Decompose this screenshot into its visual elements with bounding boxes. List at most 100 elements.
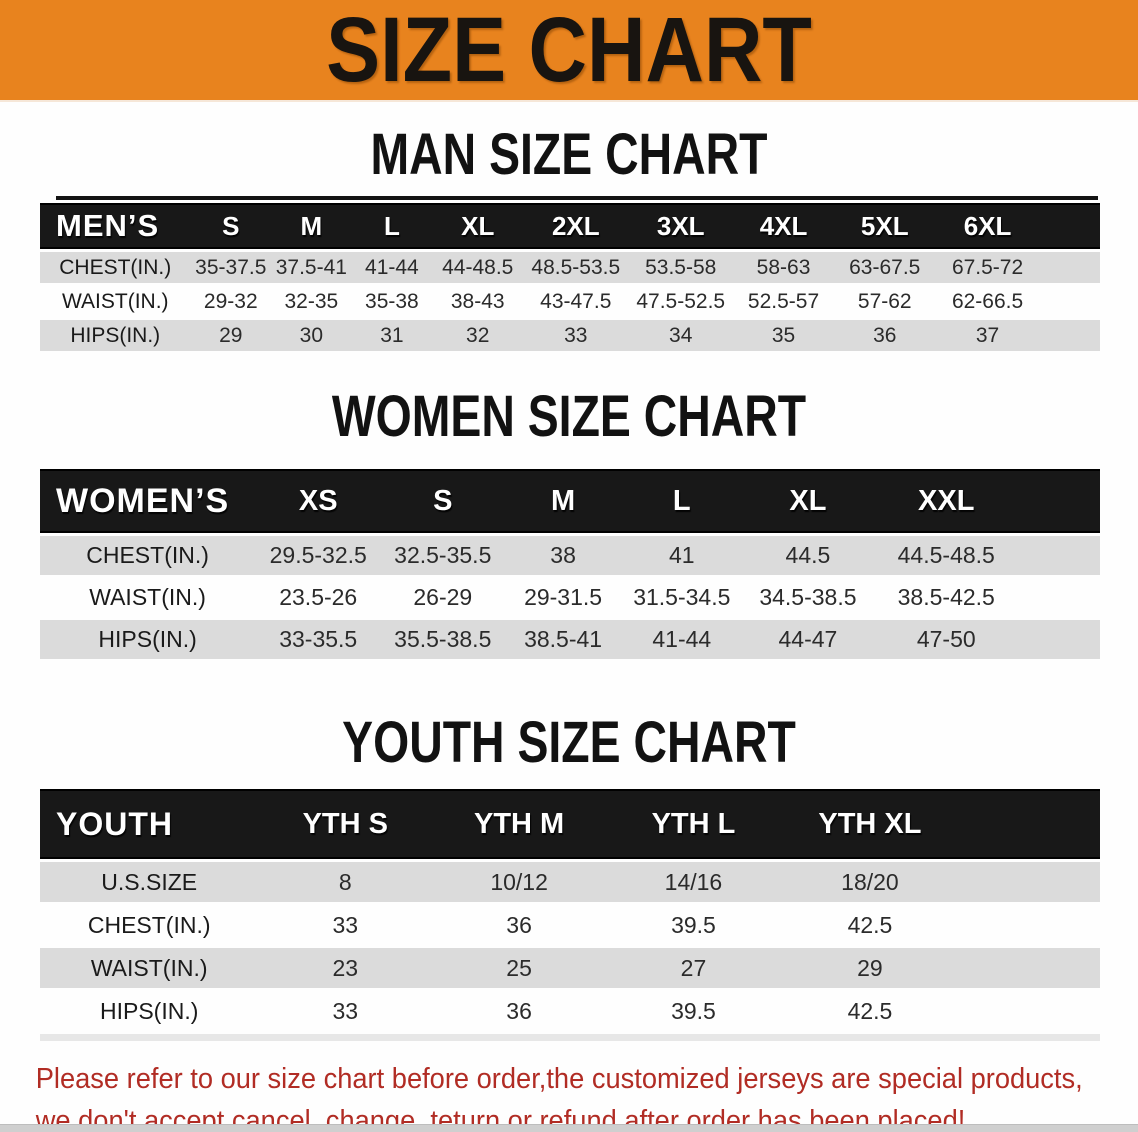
cell: 35-38 (351, 286, 433, 317)
row-label: WAIST(IN.) (40, 286, 191, 317)
men-col-header: 3XL (628, 203, 734, 249)
cell: 47.5-52.5 (628, 286, 734, 317)
women-hips-row: HIPS(IN.) 33-35.5 35.5-38.5 38.5-41 41-4… (40, 620, 1100, 659)
cell: 44-48.5 (432, 252, 524, 283)
cell: 10/12 (432, 862, 607, 902)
row-label: CHEST(IN.) (40, 252, 191, 283)
cell: 52.5-57 (733, 286, 834, 317)
youth-hips-row: HIPS(IN.) 33 36 39.5 42.5 (40, 991, 1100, 1031)
youth-col-header: YTH XL (780, 789, 959, 859)
cell: 41-44 (351, 252, 433, 283)
row-spacer (1018, 578, 1100, 617)
cell: 39.5 (606, 905, 781, 945)
cell: 30 (271, 320, 352, 351)
cell: 8 (258, 862, 433, 902)
cell: 48.5-53.5 (523, 252, 629, 283)
youth-size-table: YOUTH YTH S YTH M YTH L YTH XL U.S.SIZE … (40, 786, 1100, 1034)
header-spacer (1039, 203, 1100, 249)
row-label: HIPS(IN.) (40, 320, 191, 351)
women-col-header: XS (255, 469, 382, 533)
cell: 33 (523, 320, 629, 351)
cell: 63-67.5 (833, 252, 936, 283)
men-col-header: L (351, 203, 433, 249)
men-hips-row: HIPS(IN.) 29 30 31 32 33 34 35 36 37 (40, 320, 1100, 351)
page-bottom-strip (0, 1124, 1138, 1132)
cell: 34 (628, 320, 734, 351)
youth-table-label: YOUTH (40, 789, 259, 859)
men-col-header: 5XL (833, 203, 936, 249)
cell: 38 (504, 536, 622, 575)
cell: 38.5-42.5 (874, 578, 1019, 617)
row-spacer (1039, 320, 1100, 351)
youth-ussize-row: U.S.SIZE 8 10/12 14/16 18/20 (40, 862, 1100, 902)
row-spacer (958, 862, 1100, 902)
cell: 42.5 (780, 905, 959, 945)
men-table-label: MEN’S (40, 203, 191, 249)
row-spacer (1018, 620, 1100, 659)
men-col-header: 4XL (733, 203, 834, 249)
row-label: CHEST(IN.) (40, 905, 259, 945)
cell: 29 (190, 320, 272, 351)
youth-col-header: YTH L (606, 789, 781, 859)
men-col-header: 6XL (935, 203, 1040, 249)
cell: 36 (432, 905, 607, 945)
cell: 42.5 (780, 991, 959, 1031)
row-label: HIPS(IN.) (40, 991, 259, 1031)
cell: 27 (606, 948, 781, 988)
youth-col-header: YTH S (258, 789, 433, 859)
men-col-header: XL (432, 203, 524, 249)
men-waist-row: WAIST(IN.) 29-32 32-35 35-38 38-43 43-47… (40, 286, 1100, 317)
youth-chest-row: CHEST(IN.) 33 36 39.5 42.5 (40, 905, 1100, 945)
youth-table-header-row: YOUTH YTH S YTH M YTH L YTH XL (40, 789, 1100, 859)
men-col-header: M (271, 203, 352, 249)
row-spacer (1018, 536, 1100, 575)
men-table-topline (56, 196, 1098, 200)
youth-table-bottom-strip (40, 1034, 1100, 1041)
banner: SIZE CHART (0, 0, 1138, 102)
cell: 41-44 (621, 620, 742, 659)
cell: 33 (258, 991, 433, 1031)
row-label: WAIST(IN.) (40, 578, 256, 617)
cell: 32.5-35.5 (381, 536, 505, 575)
cell: 38-43 (432, 286, 524, 317)
cell: 29.5-32.5 (255, 536, 382, 575)
cell: 35 (733, 320, 834, 351)
cell: 26-29 (381, 578, 505, 617)
cell: 18/20 (780, 862, 959, 902)
cell: 62-66.5 (935, 286, 1040, 317)
women-table-header-row: WOMEN’S XS S M L XL XXL (40, 469, 1100, 533)
cell: 44.5 (741, 536, 875, 575)
cell: 34.5-38.5 (741, 578, 875, 617)
cell: 36 (432, 991, 607, 1031)
youth-section-title: YOUTH SIZE CHART (342, 710, 796, 775)
row-label: HIPS(IN.) (40, 620, 256, 659)
row-spacer (1039, 252, 1100, 283)
cell: 53.5-58 (628, 252, 734, 283)
cell: 44.5-48.5 (874, 536, 1019, 575)
men-chest-row: CHEST(IN.) 35-37.5 37.5-41 41-44 44-48.5… (40, 252, 1100, 283)
women-chest-row: CHEST(IN.) 29.5-32.5 32.5-35.5 38 41 44.… (40, 536, 1100, 575)
cell: 23.5-26 (255, 578, 382, 617)
cell: 29-31.5 (504, 578, 622, 617)
women-col-header: XL (741, 469, 875, 533)
youth-col-header: YTH M (432, 789, 607, 859)
women-size-table: WOMEN’S XS S M L XL XXL CHEST(IN.) 29.5-… (40, 466, 1100, 662)
youth-waist-row: WAIST(IN.) 23 25 27 29 (40, 948, 1100, 988)
row-spacer (958, 948, 1100, 988)
cell: 37.5-41 (271, 252, 352, 283)
women-col-header: M (504, 469, 622, 533)
cell: 35-37.5 (190, 252, 272, 283)
men-col-header: 2XL (523, 203, 629, 249)
women-col-header: L (621, 469, 742, 533)
cell: 33 (258, 905, 433, 945)
cell: 14/16 (606, 862, 781, 902)
cell: 32 (432, 320, 524, 351)
footer-disclaimer-line1: Please refer to our size chart before or… (35, 1063, 1083, 1095)
men-table-header-row: MEN’S S M L XL 2XL 3XL 4XL 5XL 6XL (40, 203, 1100, 249)
men-size-table: MEN’S S M L XL 2XL 3XL 4XL 5XL 6XL CHEST… (40, 200, 1100, 354)
cell: 41 (621, 536, 742, 575)
cell: 31 (351, 320, 433, 351)
women-col-header: S (381, 469, 505, 533)
header-spacer (958, 789, 1100, 859)
cell: 37 (935, 320, 1040, 351)
